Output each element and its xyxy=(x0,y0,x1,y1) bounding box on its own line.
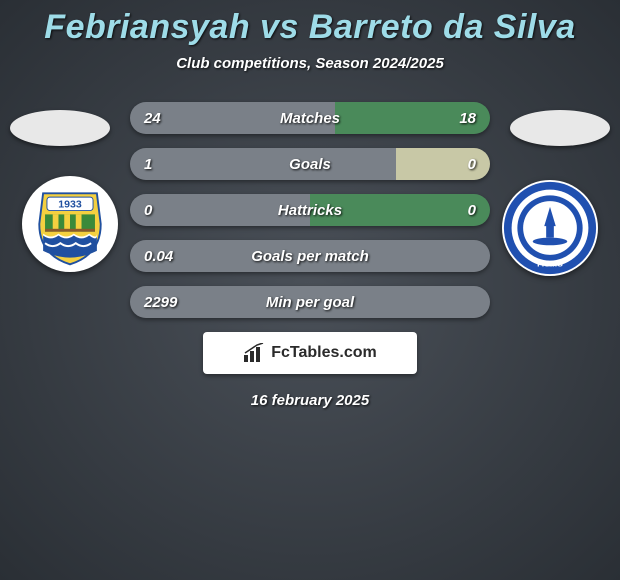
club-badge-circle: P.S.I.S xyxy=(502,180,598,276)
stats-list: 24 Matches 18 1 Goals 0 0 Hattricks 0 0.04 Goals p… xyxy=(130,102,490,318)
page-title: Febriansyah vs Barreto da Silva xyxy=(0,8,620,47)
subtitle: Club competitions, Season 2024/2025 xyxy=(0,55,620,72)
stat-content: 2299 Min per goal xyxy=(130,286,490,318)
stat-bar: 24 Matches 18 xyxy=(130,102,490,134)
branding-badge[interactable]: FcTables.com xyxy=(203,332,417,374)
club-badge-left: 1933 xyxy=(22,176,118,272)
comparison-card: Febriansyah vs Barreto da Silva Club com… xyxy=(0,0,620,409)
psis-crest-icon: P.S.I.S xyxy=(502,180,598,276)
stat-content: 24 Matches 18 xyxy=(130,102,490,134)
stat-bar: 1 Goals 0 xyxy=(130,148,490,180)
stat-label: Min per goal xyxy=(266,294,354,311)
stat-value-left: 0.04 xyxy=(144,248,184,265)
player-placeholder-oval xyxy=(510,110,610,146)
stat-bar: 0 Hattricks 0 xyxy=(130,194,490,226)
stat-bar: 2299 Min per goal xyxy=(130,286,490,318)
club-badge-right: P.S.I.S xyxy=(502,180,598,276)
date-text: 16 february 2025 xyxy=(0,392,620,409)
stat-value-left: 24 xyxy=(144,110,184,127)
stat-value-right: 18 xyxy=(436,110,476,127)
stat-label: Goals xyxy=(289,156,331,173)
chart-icon xyxy=(243,343,265,363)
stat-value-left: 1 xyxy=(144,156,184,173)
stat-label: Hattricks xyxy=(278,202,342,219)
club-badge-circle: 1933 xyxy=(22,176,118,272)
player-placeholder-oval xyxy=(10,110,110,146)
stat-label: Matches xyxy=(280,110,340,127)
stat-value-right: 0 xyxy=(436,202,476,219)
persib-crest-icon: 1933 xyxy=(22,176,118,272)
stat-value-right: 0 xyxy=(436,156,476,173)
stat-value-left: 0 xyxy=(144,202,184,219)
crest-label: P.S.I.S xyxy=(537,258,563,268)
branding-text: FcTables.com xyxy=(271,344,377,362)
stat-content: 1 Goals 0 xyxy=(130,148,490,180)
crest-year: 1933 xyxy=(58,199,82,211)
main-area: 1933 xyxy=(0,102,620,409)
stat-label: Goals per match xyxy=(251,248,369,265)
player-photo-right xyxy=(510,110,610,150)
stat-bar: 0.04 Goals per match xyxy=(130,240,490,272)
stat-content: 0 Hattricks 0 xyxy=(130,194,490,226)
stat-value-left: 2299 xyxy=(144,294,184,311)
player-photo-left xyxy=(10,110,110,150)
stat-content: 0.04 Goals per match xyxy=(130,240,490,272)
